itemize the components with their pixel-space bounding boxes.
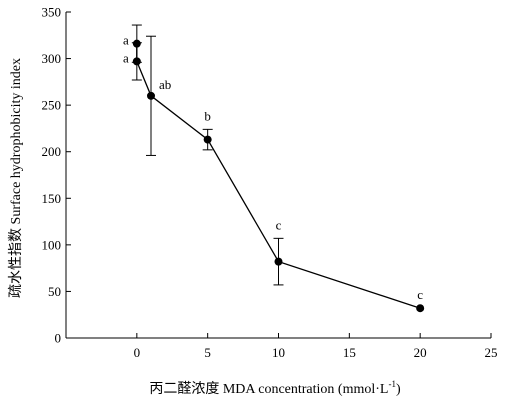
y-tick-label: 250 [42,98,62,113]
data-points [132,39,425,313]
x-tick-label: 10 [272,345,285,360]
error-bars [131,24,284,286]
x-tick-label: 0 [134,345,141,360]
data-point [203,135,212,144]
y-tick-label: 200 [42,144,62,159]
axes: 0 50 100 150 200 250 300 350 0 5 10 15 20 25 [42,5,498,361]
x-tick-label: 5 [204,345,211,360]
y-tick-label: 150 [42,191,62,206]
y-tick-label: 300 [42,51,62,66]
x-tick-label: 15 [343,345,356,360]
point-label: a [123,50,129,65]
x-tick-label: 25 [485,345,498,360]
x-tick-label: 20 [414,345,427,360]
point-label: ab [159,77,171,92]
significance-labels: aa ab b c c [123,33,423,303]
data-point [416,304,425,313]
x-axis-label-suffix: ) [396,382,401,397]
y-tick-label: 100 [42,237,62,252]
data-point [274,257,283,266]
x-axis-label-main: 丙二醛浓度 MDA concentration (mmol·L [149,381,388,397]
point-label: b [204,108,211,123]
data-point [147,91,155,100]
y-tick-label: 50 [48,284,61,299]
point-label: c [417,287,423,302]
y-tick-label: 350 [42,5,62,20]
y-tick-label: 0 [55,331,62,346]
x-axis-label: 丙二醛浓度 MDA concentration (mmol·L-1) [149,379,401,397]
data-point [132,57,141,66]
data-point [132,39,141,48]
point-label: c [276,217,282,232]
point-label: a [123,33,129,48]
x-axis-label-superscript: -1 [388,379,396,389]
y-axis-label: 疏水性指数 Surface hydrophobicity index [8,58,24,298]
